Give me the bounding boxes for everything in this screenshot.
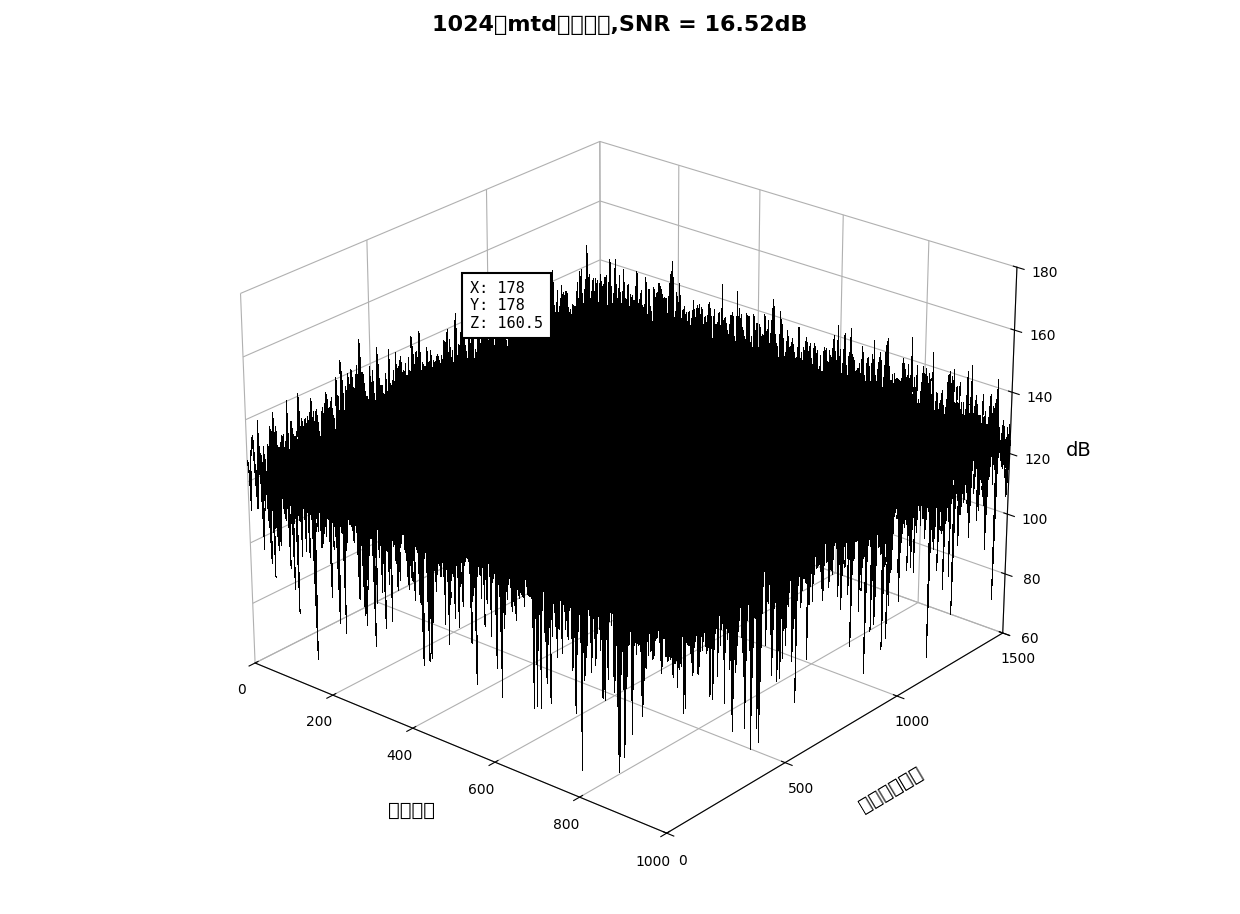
- X-axis label: 距离单元: 距离单元: [388, 801, 435, 820]
- Y-axis label: 多普勒滤波器: 多普勒滤波器: [856, 763, 926, 816]
- Title: 1024阶mtd输出结果,SNR = 16.52dB: 1024阶mtd输出结果,SNR = 16.52dB: [433, 15, 807, 35]
